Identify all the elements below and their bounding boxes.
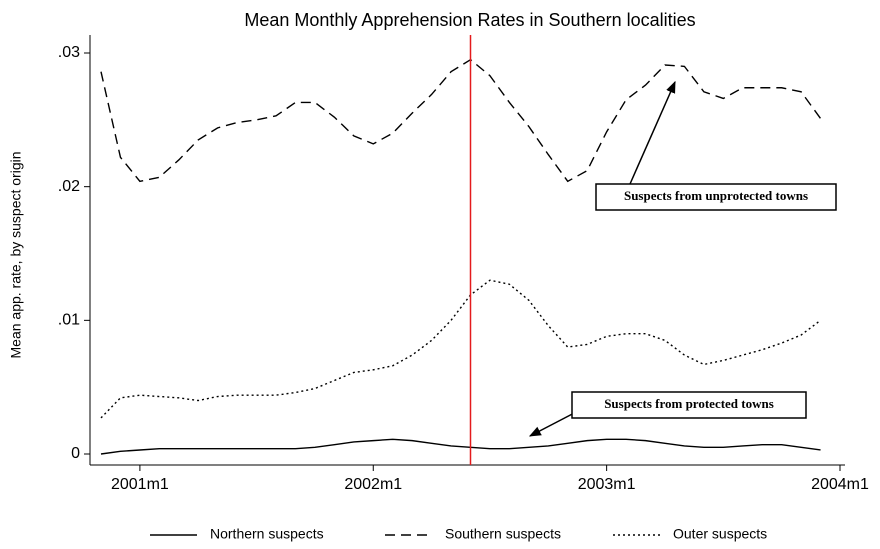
annotation-box — [595, 183, 837, 211]
legend-label: Northern suspects — [210, 526, 324, 542]
legend-label: Outer suspects — [673, 526, 767, 542]
annotation: Suspects from protected towns — [604, 396, 774, 411]
legend-label: Southern suspects — [445, 526, 561, 542]
series-line — [100, 438, 821, 455]
x-tick-label: 2003m1 — [578, 476, 636, 493]
series-line — [100, 58, 822, 183]
y-tick-label: .01 — [58, 312, 80, 329]
y-axis-label: Mean app. rate, by suspect origin — [8, 151, 24, 358]
y-tick-label: 0 — [71, 445, 80, 462]
x-tick-label: 2004m1 — [811, 476, 869, 493]
annotation-box — [571, 391, 807, 419]
x-tick-label: 2001m1 — [111, 476, 169, 493]
annotation: Suspects from unprotected towns — [624, 188, 808, 203]
annotation-arrow — [629, 80, 676, 185]
y-tick-label: .02 — [58, 178, 80, 195]
x-tick-label: 2002m1 — [344, 476, 402, 493]
y-tick-label: .03 — [58, 44, 80, 61]
chart-title: Mean Monthly Apprehension Rates in South… — [244, 10, 695, 30]
series-line — [100, 279, 821, 419]
